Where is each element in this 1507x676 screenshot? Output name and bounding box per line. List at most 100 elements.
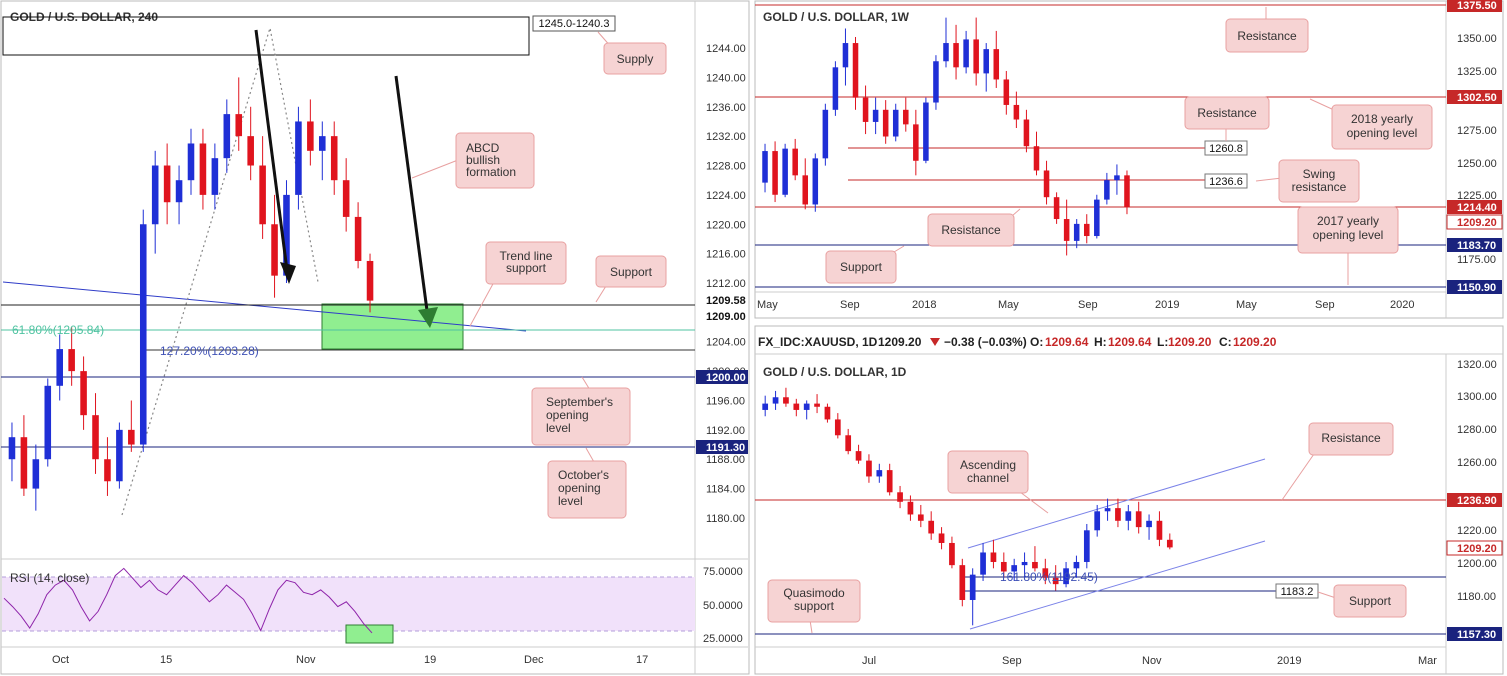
daily-candle xyxy=(876,470,883,477)
svg-text:1209.20: 1209.20 xyxy=(1457,217,1497,229)
svg-text:1302.50: 1302.50 xyxy=(1457,92,1497,104)
weekly-candle xyxy=(842,43,849,68)
h4-candle xyxy=(223,114,231,159)
weekly-candle xyxy=(762,151,768,183)
weekly-candle xyxy=(923,102,929,161)
h4-y-tick-label: 1240.00 xyxy=(706,72,746,84)
daily-candle xyxy=(762,403,769,410)
weekly-candle xyxy=(963,39,969,68)
daily-candle xyxy=(1021,561,1028,566)
svg-text:formation: formation xyxy=(466,165,516,179)
weekly-candle xyxy=(1083,223,1090,237)
daily-tag-1183: 1183.2 xyxy=(1281,586,1314,598)
h4-y-tick-label: 1232.00 xyxy=(706,131,746,143)
h4-candle xyxy=(259,165,266,225)
svg-text:1209.58: 1209.58 xyxy=(706,295,746,307)
daily-candle xyxy=(969,574,976,600)
svg-text:2018 yearly: 2018 yearly xyxy=(1351,112,1413,126)
daily-fib-label: 161.80%(1192.45) xyxy=(1000,570,1098,584)
daily-panel: FX_IDC:XAUUSD, 1D 1209.20 −0.38 (−0.03%)… xyxy=(754,325,1504,675)
rsi-title: RSI (14, close) xyxy=(10,571,89,585)
h4-candle xyxy=(32,459,40,489)
daily-candle xyxy=(1052,577,1059,585)
rsi-green-box xyxy=(345,624,394,644)
daily-candle xyxy=(783,397,789,404)
svg-text:1375.50: 1375.50 xyxy=(1457,0,1497,12)
svg-text:L:: L: xyxy=(1157,335,1168,349)
svg-text:1275.00: 1275.00 xyxy=(1457,125,1497,137)
daily-candle xyxy=(1063,568,1069,585)
svg-text:75.0000: 75.0000 xyxy=(703,566,743,578)
h4-y-tick-label: 1228.00 xyxy=(706,161,746,173)
svg-text:1209.20: 1209.20 xyxy=(1233,335,1277,349)
svg-text:Resistance: Resistance xyxy=(1197,106,1257,120)
daily-candles xyxy=(762,387,1173,626)
h4-y-tick-label: 1212.00 xyxy=(706,278,746,290)
svg-text:Support: Support xyxy=(840,260,883,274)
daily-title: GOLD / U.S. DOLLAR, 1D xyxy=(763,365,907,379)
weekly-callout-swing-resistance: Swing resistance xyxy=(1255,159,1360,203)
svg-text:opening: opening xyxy=(558,481,601,495)
weekly-candle xyxy=(812,158,819,205)
weekly-candle xyxy=(913,124,919,161)
weekly-callout-resistance-top: Resistance xyxy=(1225,7,1309,53)
svg-text:Swing: Swing xyxy=(1303,167,1336,181)
svg-text:1191.30: 1191.30 xyxy=(706,442,745,454)
h4-callout-september: September's opening level xyxy=(531,376,631,446)
h4-candle xyxy=(92,415,99,460)
svg-text:1320.00: 1320.00 xyxy=(1457,359,1497,371)
svg-text:2019: 2019 xyxy=(1277,655,1301,667)
daily-candle xyxy=(793,403,800,410)
daily-callout-resistance: Resistance xyxy=(1281,422,1394,501)
svg-text:Quasimodo: Quasimodo xyxy=(783,586,845,600)
daily-candle xyxy=(907,501,914,515)
svg-text:1175.00: 1175.00 xyxy=(1457,254,1496,266)
daily-candle xyxy=(938,533,945,543)
h4-candle xyxy=(175,180,183,203)
daily-callout-support: Support xyxy=(1317,584,1407,618)
h4-y-tick-label: 1196.00 xyxy=(706,395,745,407)
svg-text:2020: 2020 xyxy=(1390,299,1414,311)
daily-candle xyxy=(866,460,872,477)
weekly-candle xyxy=(802,175,809,205)
svg-text:support: support xyxy=(794,599,835,613)
svg-text:−0.38 (−0.03%): −0.38 (−0.03%) xyxy=(944,335,1027,349)
daily-candle xyxy=(949,542,955,566)
svg-text:Supply: Supply xyxy=(617,52,654,66)
weekly-candle xyxy=(943,43,949,62)
weekly-panel: GOLD / U.S. DOLLAR, 1W 1260.8 1236.6 Res… xyxy=(754,0,1504,319)
weekly-candle xyxy=(1114,175,1120,181)
svg-text:1209.64: 1209.64 xyxy=(1108,335,1152,349)
h4-candle xyxy=(342,180,350,217)
svg-text:1200.00: 1200.00 xyxy=(706,372,746,384)
svg-text:May: May xyxy=(998,299,1019,311)
svg-text:opening level: opening level xyxy=(1347,126,1418,140)
svg-text:1236.90: 1236.90 xyxy=(1457,495,1497,507)
daily-candle xyxy=(834,419,841,436)
svg-text:opening: opening xyxy=(546,408,589,422)
h4-green-zone xyxy=(321,303,464,350)
daily-channel-lower xyxy=(969,540,1266,630)
h4-candle xyxy=(235,114,243,137)
weekly-candle xyxy=(1043,170,1050,198)
daily-channel-upper xyxy=(967,458,1266,549)
h4-arrow-down-left xyxy=(254,29,290,279)
svg-text:1209.64: 1209.64 xyxy=(1045,335,1089,349)
weekly-candle xyxy=(1023,119,1030,147)
h4-y-tick-label: 1224.00 xyxy=(706,190,746,202)
h4-candle xyxy=(211,158,219,195)
h4-x-axis: Oct 15 Nov 19 Dec 17 xyxy=(52,654,648,666)
weekly-candle xyxy=(772,151,778,195)
svg-text:Resistance: Resistance xyxy=(1237,29,1297,43)
daily-candle xyxy=(1000,561,1007,572)
h4-y-tick-label: 1220.00 xyxy=(706,219,746,231)
svg-text:15: 15 xyxy=(160,654,172,666)
daily-candle xyxy=(772,397,779,404)
svg-text:Nov: Nov xyxy=(296,654,316,666)
weekly-candle xyxy=(882,109,889,137)
svg-text:Resistance: Resistance xyxy=(941,223,1001,237)
h4-candle xyxy=(247,136,254,166)
svg-text:1157.30: 1157.30 xyxy=(1457,629,1496,641)
h4-candle xyxy=(20,437,28,489)
weekly-candle xyxy=(862,97,869,122)
